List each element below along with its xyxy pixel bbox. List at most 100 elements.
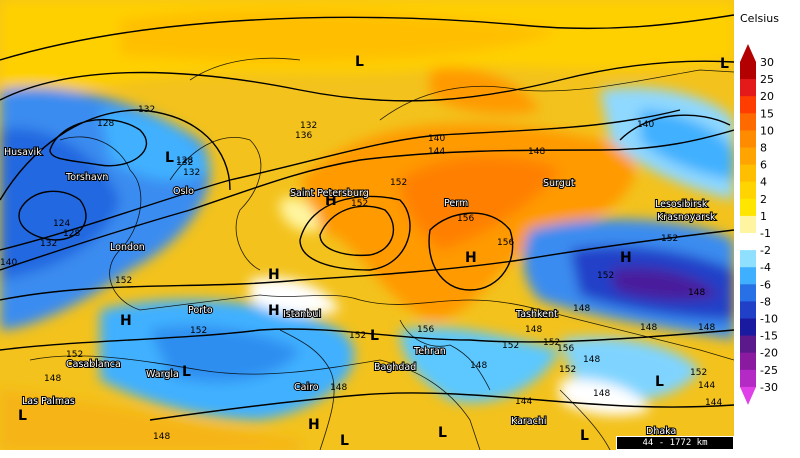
isobar-label: 148 [573, 304, 590, 314]
isobar-label: 128 [97, 119, 114, 129]
color-legend: Celsius 30 25 20 15 10 8 6 4 2 1 -1 -2 -4 -6 -8 -10 -15 -… [734, 0, 800, 450]
city-label: Oslo [173, 186, 194, 197]
city-label: London [110, 242, 145, 253]
city-label: Lesosibirsk [655, 199, 708, 210]
isobar-label: 140 [428, 134, 445, 144]
legend-tick-label: -6 [760, 278, 771, 291]
legend-swatch [740, 198, 756, 217]
legend-swatch [740, 215, 756, 234]
legend-swatch [740, 267, 756, 285]
low-pressure-mark: L [165, 150, 174, 166]
isobar-label: 144 [698, 381, 715, 391]
legend-swatch [740, 318, 756, 337]
isobar-label: 148 [525, 325, 542, 335]
legend-swatch [740, 130, 756, 148]
isobar-label: 128 [176, 156, 193, 166]
isobar-label: 152 [66, 350, 83, 360]
city-label: Husavik [4, 147, 42, 158]
legend-swatch [740, 233, 756, 251]
legend-tick-label: 25 [760, 73, 774, 86]
isobar-label: 148 [153, 432, 170, 442]
legend-tick-label: -4 [760, 261, 771, 274]
isobar-label: 148 [44, 374, 61, 384]
isobar-label: 128 [63, 229, 80, 239]
low-pressure-mark: L [720, 56, 729, 72]
high-pressure-mark: H [325, 193, 337, 209]
city-label: Casablanca [66, 359, 121, 370]
legend-swatch [740, 352, 756, 371]
legend-tick-label: 20 [760, 90, 774, 103]
isobar-label: 152 [559, 365, 576, 375]
city-label: Cairo [294, 382, 319, 393]
isobar-label: 148 [470, 361, 487, 371]
city-label: Torshavn [65, 172, 108, 183]
city-label: Tehran [413, 346, 446, 357]
isobar-label: 152 [597, 271, 614, 281]
legend-swatch [740, 96, 756, 114]
low-pressure-mark: L [370, 328, 379, 344]
legend-swatch [740, 79, 756, 97]
isobar-label: 148 [593, 389, 610, 399]
city-label: Las Palmas [22, 396, 75, 407]
legend-max-arrow [740, 44, 756, 62]
isobar-label: 124 [53, 219, 70, 229]
city-label: Surgut [543, 178, 575, 189]
isobar-label: 140 [637, 120, 654, 130]
isobar-label: 144 [705, 398, 722, 408]
scale-bar: 44 - 1772 km [616, 436, 734, 450]
isobar-label: 152 [661, 234, 678, 244]
legend-tick-label: 6 [760, 159, 767, 172]
low-pressure-mark: L [18, 408, 27, 424]
city-label: Krasnoyarsk [657, 212, 716, 223]
isobar-label: 132 [138, 105, 155, 115]
high-pressure-mark: H [620, 250, 632, 266]
legend-swatch [740, 284, 756, 302]
city-label: Saint Petersburg [290, 188, 369, 199]
legend-tick-label: 2 [760, 193, 767, 206]
city-label: Perm [444, 198, 468, 209]
legend-swatch [740, 301, 756, 319]
legend-tick-label: 30 [760, 56, 774, 69]
isobar-label: 132 [183, 168, 200, 178]
isobar-label: 156 [417, 325, 434, 335]
legend-swatch [740, 164, 756, 183]
isobar-label: 156 [457, 214, 474, 224]
isobar-label: 132 [300, 121, 317, 131]
legend-tick-label: 4 [760, 176, 767, 189]
legend-tick-label: 10 [760, 124, 774, 137]
isobar-label: 148 [330, 383, 347, 393]
city-labels: Husavik Torshavn Oslo London Saint Peter… [3, 146, 717, 438]
legend-tick-label: -10 [760, 313, 778, 326]
low-pressure-mark: L [340, 433, 349, 449]
city-label: Wargla [146, 369, 179, 380]
legend-swatch [740, 181, 756, 200]
isobar-label: 148 [688, 288, 705, 298]
isobar-label: 144 [515, 397, 532, 407]
legend-swatch [740, 250, 756, 268]
isobar-label: 132 [40, 239, 57, 249]
low-pressure-mark: L [438, 425, 447, 441]
legend-tick-label: -25 [760, 364, 778, 377]
isobar-label: 152 [690, 368, 707, 378]
isobar-label: 152 [390, 178, 407, 188]
legend-tick-label: 8 [760, 142, 767, 155]
isobar-label: 152 [543, 338, 560, 348]
legend-tick-label: 15 [760, 107, 774, 120]
weather-map[interactable]: 132 128 132 132 136 128 132 124 128 132 … [0, 0, 734, 450]
city-label: Karachi [511, 416, 547, 427]
high-pressure-mark: H [308, 417, 320, 433]
legend-tick-label: -1 [760, 227, 771, 240]
city-label: Istanbul [283, 309, 321, 320]
city-label: Porto [188, 305, 213, 316]
city-label: Tashkent [515, 309, 558, 320]
legend-tick-label: -2 [760, 244, 771, 257]
legend-tick-label: -15 [760, 330, 778, 343]
legend-swatch [740, 147, 756, 166]
isobar-label: 156 [497, 238, 514, 248]
high-pressure-mark: H [268, 267, 280, 283]
isobar-label: 148 [583, 355, 600, 365]
isobar-label: 152 [351, 199, 368, 209]
high-pressure-mark: H [268, 303, 280, 319]
isobar-label: 152 [349, 331, 366, 341]
legend-tick-label: 1 [760, 210, 767, 223]
